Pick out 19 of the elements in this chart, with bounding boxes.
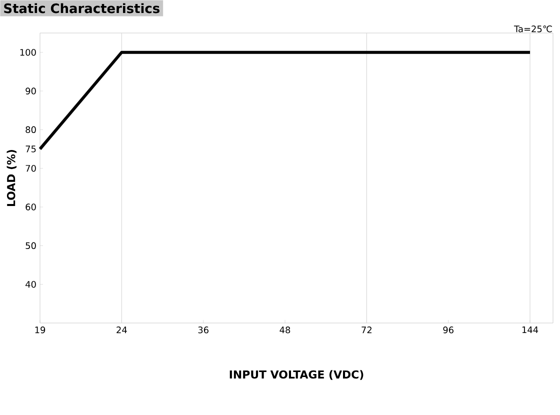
y-tick-label: 75 xyxy=(26,146,36,152)
x-tick-label: 24 xyxy=(116,326,127,334)
text: Ta=25℃ xyxy=(514,26,552,32)
y-tick-label: 60 xyxy=(26,204,36,210)
x-tick-label: 36 xyxy=(198,326,208,334)
y-tick-label: 100 xyxy=(20,48,36,56)
x-tick-label: 144 xyxy=(522,326,538,334)
x-tick-label: 48 xyxy=(280,326,290,334)
x-axis-title: INPUT VOLTAGE (VDC) xyxy=(230,370,364,380)
y-tick-label: 90 xyxy=(26,88,36,94)
x-tick-label: 72 xyxy=(362,326,372,334)
y-axis-title: LOAD (%) xyxy=(6,150,17,206)
chart-title: Static Characteristics xyxy=(4,3,160,14)
y-tick-label: 40 xyxy=(26,280,36,288)
x-tick-label: 19 xyxy=(35,326,46,334)
y-tick-label: 70 xyxy=(26,164,36,172)
y-tick-label: 80 xyxy=(26,126,36,134)
y-tick-label: 50 xyxy=(26,242,36,250)
x-tick-label: 96 xyxy=(443,326,454,334)
